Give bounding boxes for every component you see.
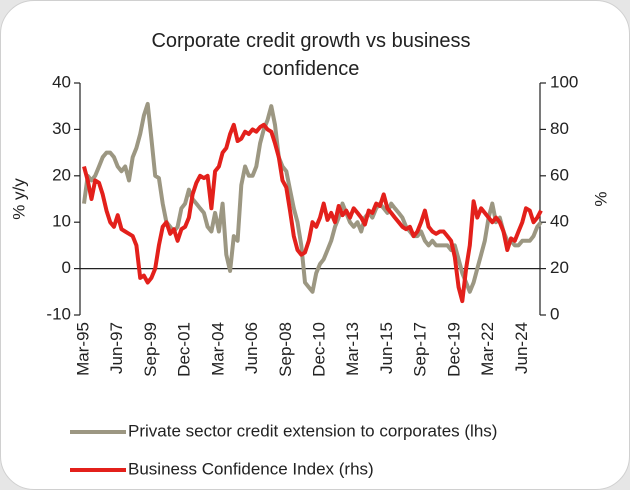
y2-tick-label: 60	[550, 165, 569, 184]
x-tick-label: Mar-95	[73, 322, 92, 376]
y2-tick-label: 100	[550, 72, 578, 91]
y-tick-label: 40	[52, 72, 71, 91]
y2-axis-label: %	[591, 191, 610, 206]
x-tick-label: Mar-22	[478, 322, 497, 376]
x-tick-label: Mar-13	[343, 322, 362, 376]
x-tick-label: Jun-15	[377, 322, 396, 374]
y-tick-label: 10	[52, 212, 71, 231]
y2-tick-label: 0	[550, 304, 559, 323]
series-line	[82, 101, 543, 294]
x-tick-label: Dec-19	[444, 322, 463, 377]
y-axis-label: % y/y	[9, 178, 28, 220]
x-tick-label: Sep-08	[276, 322, 295, 377]
legend-label: Business Confidence Index (rhs)	[128, 459, 374, 478]
x-tick-label: Mar-04	[208, 322, 227, 376]
x-tick-label: Dec-10	[309, 322, 328, 377]
x-tick-label: Dec-01	[175, 322, 194, 377]
y-tick-label: 0	[62, 258, 71, 277]
y-tick-label: -10	[46, 304, 71, 323]
y-tick-label: 20	[52, 165, 71, 184]
x-tick-label: Jun-06	[242, 322, 261, 374]
x-tick-label: Sep-17	[411, 322, 430, 377]
y2-tick-label: 40	[550, 212, 569, 231]
x-tick-label: Sep-99	[141, 322, 160, 377]
chart-title: Corporate credit growth vs business conf…	[151, 30, 471, 80]
legend-label: Private sector credit extension to corpo…	[128, 421, 497, 440]
x-tick-label: Jun-97	[107, 322, 126, 374]
y2-tick-label: 80	[550, 119, 569, 138]
y2-tick-label: 20	[550, 258, 569, 277]
series-line	[82, 122, 543, 304]
x-tick-label: Jun-24	[512, 322, 531, 374]
y-tick-label: 30	[52, 119, 71, 138]
